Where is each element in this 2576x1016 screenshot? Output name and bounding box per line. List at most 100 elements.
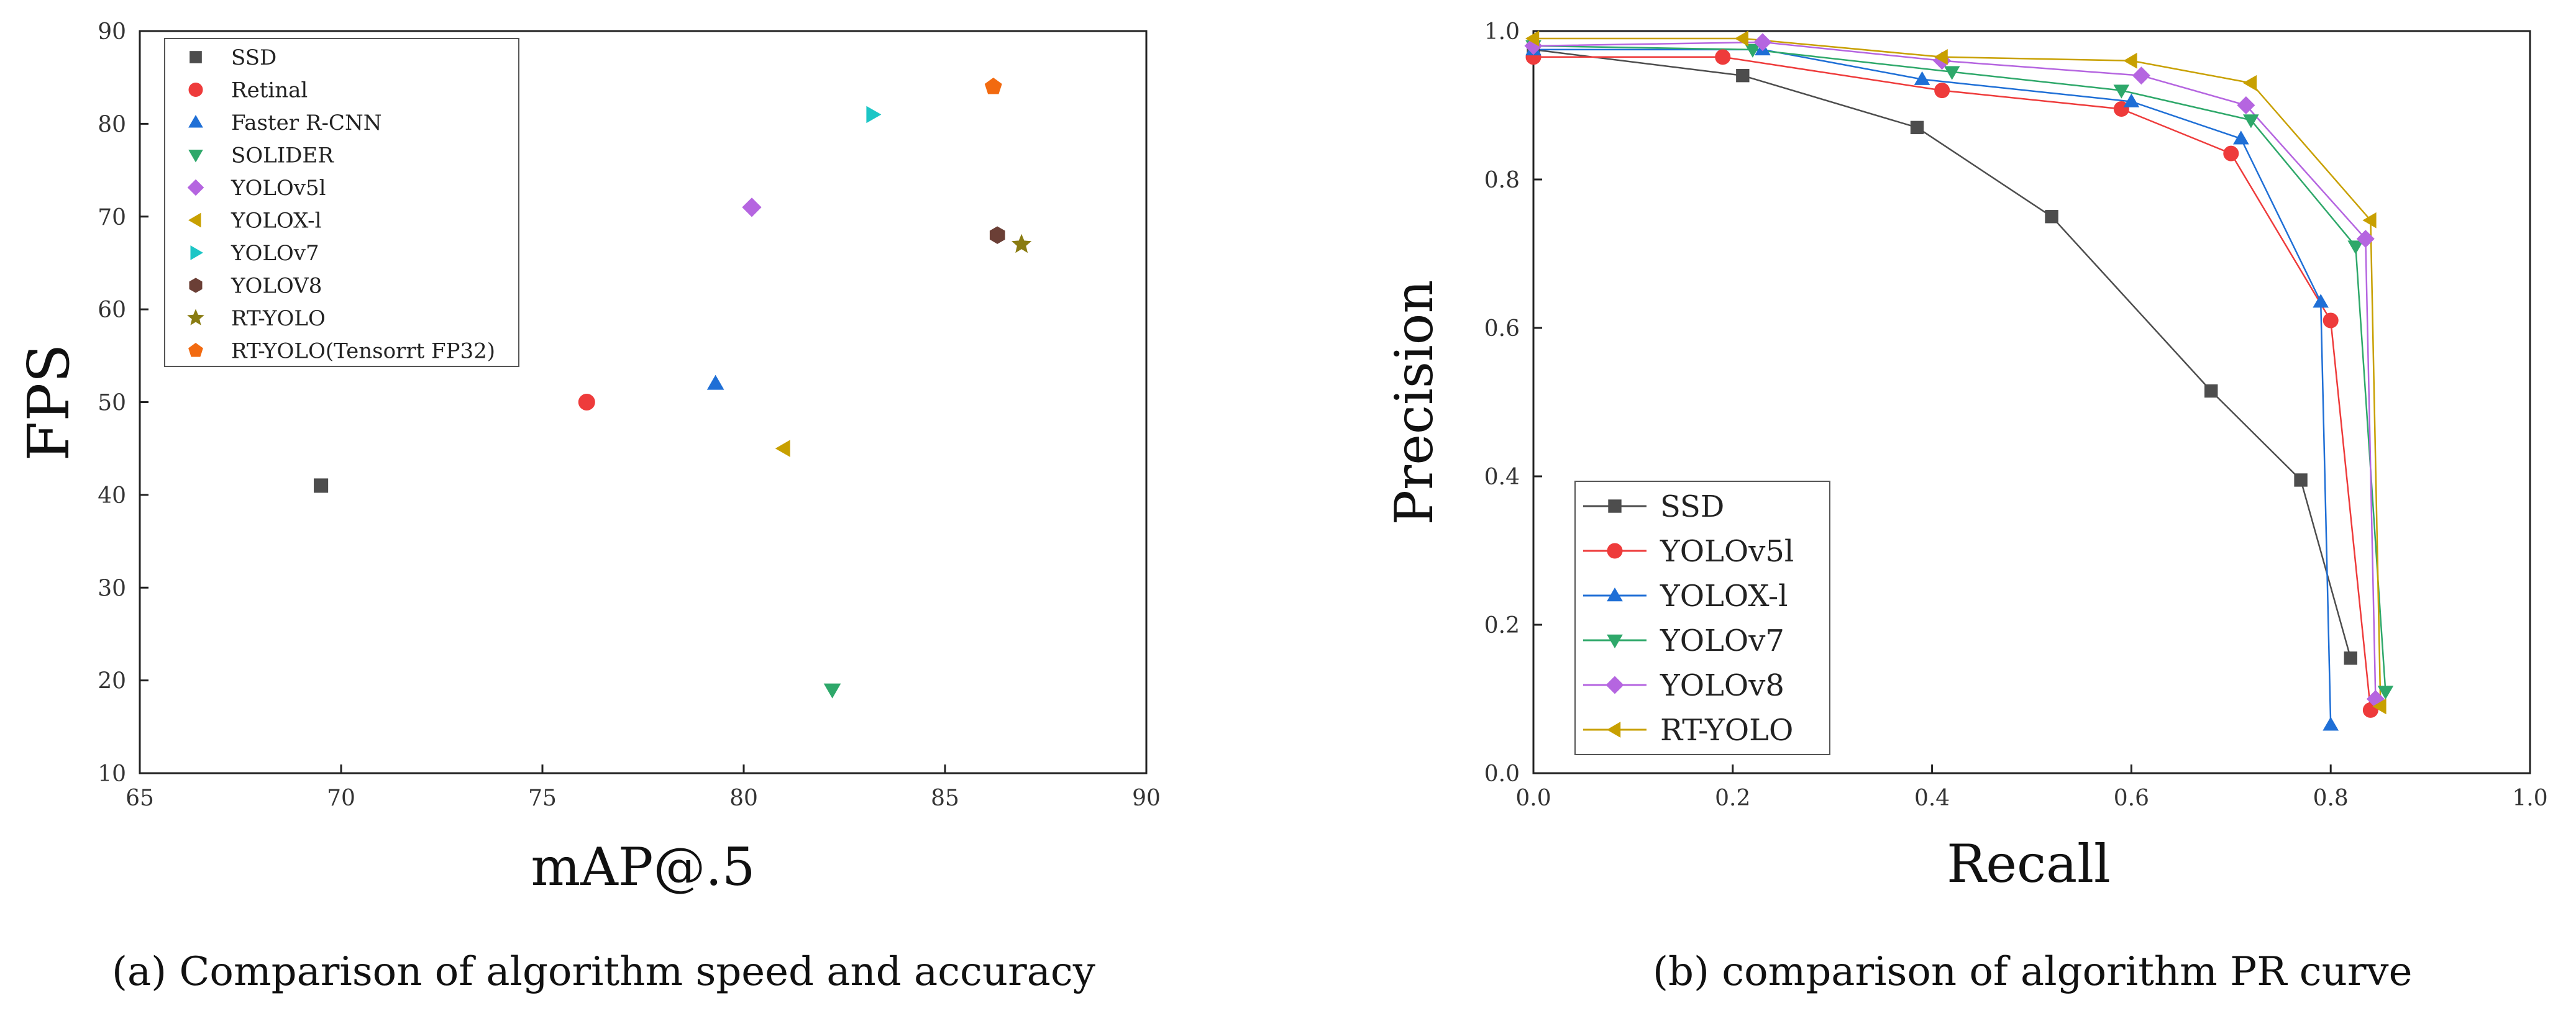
legend-marker-yolov5l	[187, 179, 204, 196]
speed-accuracy-chart: 65 70 75 80 85 90 10 20 30 40 50 60 70 80 90 FPS mAP@.…	[16, 19, 1161, 897]
chart-a-x-tick-label: 65	[126, 786, 154, 811]
legend-label-rt-yolo-tensorrt-fp32: RT-YOLO(Tensorrt FP32)	[231, 339, 495, 364]
legend-marker-ssd	[190, 51, 202, 63]
point-yolov8	[989, 226, 1005, 244]
chart-a-x-tick-label: 85	[931, 786, 959, 811]
chart-b-x-tick-label: 0.0	[1515, 786, 1551, 811]
pr-point-yolov5l	[2323, 312, 2339, 329]
pr-point-yolov5l	[1715, 49, 1731, 65]
chart-b-y-tick-label: 0.4	[1484, 465, 1520, 490]
pr-point-rt-yolo	[2242, 75, 2257, 91]
legend-marker-yolov8	[189, 278, 203, 293]
pr-point-ssd	[1736, 69, 1750, 83]
chart-b-points	[1524, 30, 2394, 731]
pr-point-yolov8	[2132, 66, 2150, 85]
legend-marker-yolov7	[190, 245, 203, 260]
legend-label-yolov7: YOLOv7	[231, 241, 319, 266]
legend-marker-rt-yolo	[187, 309, 204, 325]
legend-marker-ssd	[1608, 499, 1622, 513]
legend-label-yolox-l: YOLOX-l	[231, 209, 322, 234]
legend-label-retinal: Retinal	[231, 78, 308, 103]
chart-b-ticks: 0.0 0.2 0.4 0.6 0.8 1.0 0.0 0.2 0.4 0.6 0.8 1.0	[1484, 19, 2548, 811]
chart-a-x-tick-label: 90	[1132, 786, 1161, 811]
chart-b-x-tick-label: 0.6	[2114, 786, 2149, 811]
pr-point-rt-yolo	[2372, 698, 2386, 715]
chart-a-x-tick-label: 75	[528, 786, 557, 811]
legend-label-rt-yolo: RT-YOLO	[1660, 713, 1793, 748]
pr-point-rt-yolo	[1525, 30, 1540, 47]
legend-label-ssd: SSD	[1660, 489, 1724, 524]
legend-marker-yolov5l	[1607, 543, 1623, 559]
chart-a-ticks: 65 70 75 80 85 90 10 20 30 40 50 60 70 80 90	[98, 19, 1161, 811]
chart-a-caption: (a) Comparison of algorithm speed and ac…	[112, 949, 1095, 995]
legend-marker-solider	[188, 150, 203, 163]
chart-b-xlabel: Recall	[1947, 833, 2111, 894]
pr-point-rt-yolo	[1934, 49, 1948, 65]
pr-point-yolox-l	[2123, 93, 2140, 107]
pr-point-yolov7	[1745, 43, 1761, 58]
chart-b-y-tick-label: 0.2	[1484, 613, 1520, 638]
chart-a-y-tick-label: 80	[98, 112, 126, 137]
chart-b-x-tick-label: 0.2	[1715, 786, 1750, 811]
chart-a-x-tick-label: 70	[327, 786, 355, 811]
pr-point-yolox-l	[1914, 71, 1930, 85]
chart-a-y-tick-label: 30	[98, 576, 126, 601]
chart-a-y-tick-label: 70	[98, 205, 126, 230]
point-rt-yolo	[1012, 234, 1032, 253]
chart-a-y-tick-label: 60	[98, 297, 126, 323]
point-yolox-l	[775, 440, 790, 457]
legend-label-faster-r-cnn: Faster R-CNN	[231, 111, 381, 135]
chart-a-points	[314, 77, 1032, 699]
pr-point-yolox-l	[2323, 717, 2339, 731]
point-rt-yolo-tensorrt-fp32	[984, 77, 1002, 94]
legend-label-yolov8: YOLOV8	[231, 274, 322, 299]
point-retinal	[578, 394, 595, 410]
point-faster-r-cnn	[706, 374, 724, 390]
pr-point-yolov8	[1753, 33, 1772, 52]
pr-point-yolov7	[2243, 114, 2259, 129]
pr-point-yolov8	[2356, 230, 2375, 248]
legend-label-rt-yolo: RT-YOLO	[231, 306, 326, 331]
chart-b-y-tick-label: 0.8	[1484, 168, 1520, 193]
legend-marker-faster-r-cnn	[188, 115, 203, 128]
chart-b-ylabel: Precision	[1384, 280, 1445, 525]
legend-marker-yolox-l	[1607, 587, 1623, 602]
legend-label-yolov7: YOLOv7	[1660, 624, 1784, 658]
chart-a-y-tick-label: 50	[98, 391, 126, 416]
pr-point-yolov7	[2377, 686, 2394, 700]
chart-a-y-tick-label: 90	[98, 19, 126, 45]
chart-b-y-tick-label: 1.0	[1484, 19, 1520, 45]
legend-marker-rt-yolo	[1607, 722, 1621, 738]
chart-a-y-tick-label: 10	[98, 761, 126, 787]
pr-point-yolov7	[2113, 84, 2130, 99]
chart-a-legend: SSD Retinal Faster R-CNN SOLIDER YOLOv5l YOLO…	[164, 38, 519, 367]
chart-b-plot-frame	[1532, 30, 2531, 774]
legend-label-solider: SOLIDER	[231, 143, 334, 168]
legend-label-ssd: SSD	[231, 45, 276, 70]
chart-b-caption: (b) comparison of algorithm PR curve	[1653, 949, 2413, 995]
legend-label-yolov5l: YOLOv5l	[231, 176, 326, 201]
chart-b-x-tick-label: 0.4	[1914, 786, 1950, 811]
pr-point-rt-yolo	[2362, 212, 2377, 229]
chart-a-y-tick-label: 20	[98, 669, 126, 694]
pr-point-yolov7	[1943, 66, 1960, 80]
chart-b-y-tick-label: 0.0	[1484, 761, 1520, 787]
pr-curve-chart: 0.0 0.2 0.4 0.6 0.8 1.0 0.0 0.2 0.4 0.6 0.8 1.0 Pre…	[1384, 19, 2548, 894]
chart-b-legend: SSD YOLOv5l YOLOX-l YOLOv7 YOLOv8 RT-YOLO	[1574, 481, 1830, 755]
legend-marker-yolox-l	[188, 212, 201, 228]
pr-point-yolov7	[2347, 240, 2364, 255]
pr-point-yolov8	[2237, 96, 2255, 115]
chart-a-xlabel: mAP@.5	[531, 837, 756, 897]
legend-marker-rt-yolo-tensorrt-fp32	[188, 342, 203, 357]
legend-marker-yolov8	[1605, 676, 1624, 694]
chart-b-x-tick-label: 1.0	[2512, 786, 2547, 811]
chart-b-legend-box	[1574, 481, 1830, 755]
legend-label-yolov5l: YOLOv5l	[1660, 534, 1794, 569]
point-ssd	[314, 478, 329, 493]
pr-point-ssd	[2294, 473, 2308, 487]
legend-label-yolox-l: YOLOX-l	[1660, 579, 1788, 614]
point-yolov5l	[742, 197, 762, 217]
pr-point-rt-yolo	[2123, 52, 2137, 69]
point-solider	[823, 683, 841, 699]
